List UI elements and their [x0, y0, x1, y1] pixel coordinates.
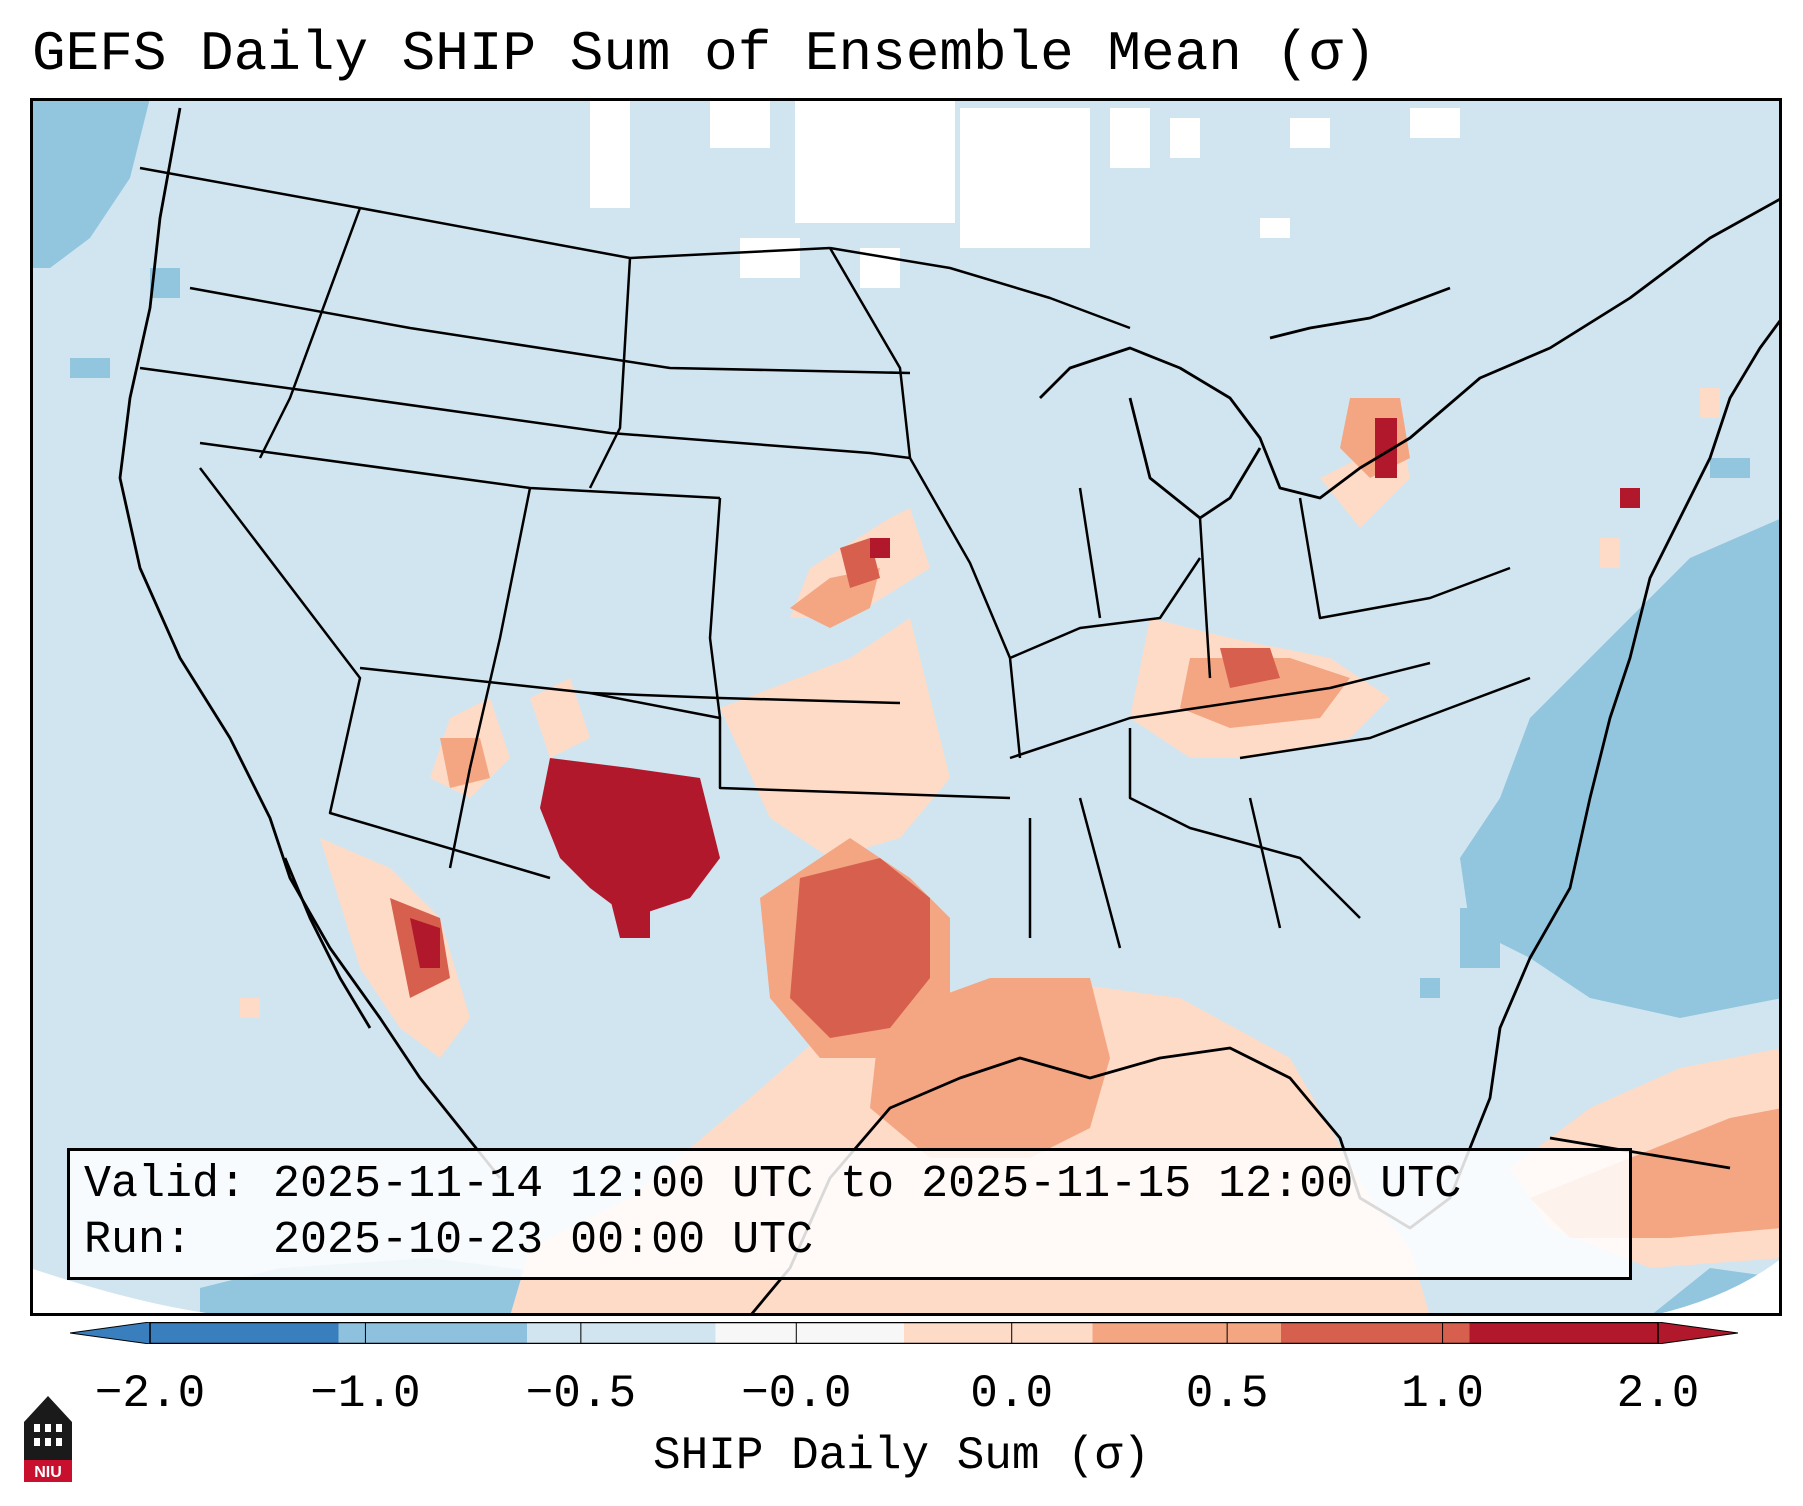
colorbar-tick-label: −0.0 [741, 1368, 852, 1420]
valid-value: 2025-11-14 12:00 UTC to 2025-11-15 12:00… [273, 1159, 1462, 1210]
colorbar-segment [904, 1322, 1093, 1344]
positive-anomaly-very-strong [410, 418, 1640, 968]
chart-title: GEFS Daily SHIP Sum of Ensemble Mean (σ) [32, 22, 1377, 86]
colorbar-tick-label: 0.5 [1185, 1368, 1269, 1420]
projection-corner-left [30, 1268, 230, 1316]
niu-logo: NIU [24, 1396, 72, 1482]
colorbar-extend-high [1657, 1322, 1738, 1344]
colorbar-segment [527, 1322, 716, 1344]
map-panel [30, 98, 1782, 1316]
logo-text: NIU [34, 1464, 62, 1481]
valid-run-info-box: Valid: 2025-11-14 12:00 UTC to 2025-11-1… [67, 1148, 1632, 1280]
valid-row: Valid: 2025-11-14 12:00 UTC to 2025-11-1… [84, 1157, 1629, 1213]
colorbar-tick-label: −1.0 [310, 1368, 421, 1420]
colorbar-segment [1469, 1322, 1659, 1344]
colorbar-tick-label: 1.0 [1401, 1368, 1484, 1420]
colorbar-label: SHIP Daily Sum (σ) [653, 1430, 1150, 1482]
colorbar-segment [715, 1322, 905, 1344]
colorbar-tick-label: 2.0 [1616, 1368, 1700, 1420]
colorbar-segment [150, 1322, 339, 1344]
colorbar-extend-low [70, 1322, 151, 1344]
run-label: Run: [84, 1215, 193, 1266]
colorbar-tick-label: 0.0 [970, 1368, 1054, 1420]
colorbar-segment [1281, 1322, 1470, 1344]
colorbar-segment [1092, 1322, 1282, 1344]
valid-label: Valid: [84, 1159, 247, 1210]
near-zero-area-canada [590, 98, 1460, 288]
colorbar-tick-label: −2.0 [94, 1368, 206, 1420]
colorbar [70, 1322, 1738, 1344]
state-boundaries [139, 166, 1531, 949]
colorbar-tick-label: −0.5 [525, 1368, 637, 1420]
map-border [30, 98, 1782, 1316]
run-row: Run: 2025-10-23 00:00 UTC [84, 1213, 1629, 1269]
run-value: 2025-10-23 00:00 UTC [273, 1215, 814, 1266]
projection-corner-right [1650, 1258, 1782, 1316]
colorbar-segment [338, 1322, 528, 1344]
